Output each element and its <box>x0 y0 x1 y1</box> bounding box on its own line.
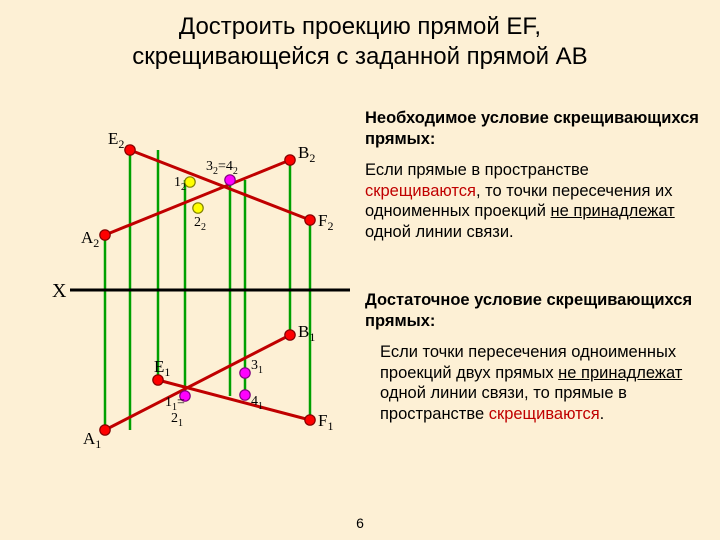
necessary-condition-heading: Необходимое условие скрещивающихся прямы… <box>365 108 705 149</box>
svg-text:E2: E2 <box>108 129 124 151</box>
svg-text:31: 31 <box>251 358 263 376</box>
projection-diagram: ХE2B2A2F2B1E1F1A1122232=42314111=21 <box>30 100 370 500</box>
page-title: Достроить проекцию прямой EF, скрещивающ… <box>0 12 720 72</box>
page-number: 6 <box>0 515 720 533</box>
necessary-condition-text: Если прямые в пространстве скрещиваются,… <box>365 160 705 243</box>
svg-text:B2: B2 <box>298 143 315 165</box>
svg-text:B1: B1 <box>298 322 315 344</box>
svg-text:41: 41 <box>251 394 263 412</box>
title-line-1: Достроить проекцию прямой EF, <box>179 13 541 40</box>
svg-text:22: 22 <box>194 215 206 233</box>
svg-text:E1: E1 <box>154 357 170 379</box>
svg-text:32=42: 32=42 <box>206 159 238 177</box>
svg-text:21: 21 <box>171 411 183 429</box>
svg-text:12: 12 <box>174 175 186 193</box>
svg-text:A2: A2 <box>81 228 99 250</box>
svg-text:Х: Х <box>52 280 67 302</box>
sufficient-condition-heading: Достаточное условие скрещивающихся прямы… <box>365 290 705 331</box>
svg-text:F2: F2 <box>318 211 333 233</box>
svg-text:F1: F1 <box>318 411 333 433</box>
sufficient-condition-text: Если точки пересечения одноименных проек… <box>380 342 710 425</box>
svg-text:A1: A1 <box>83 429 101 451</box>
title-line-2: скрещивающейся с заданной прямой AB <box>132 43 587 70</box>
